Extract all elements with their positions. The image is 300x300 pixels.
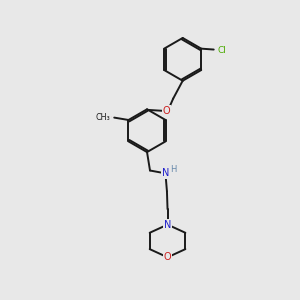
Text: Cl: Cl <box>217 46 226 55</box>
Text: O: O <box>163 106 170 116</box>
Text: CH₃: CH₃ <box>96 113 110 122</box>
Text: O: O <box>103 112 111 123</box>
Text: H: H <box>171 165 177 174</box>
Text: N: N <box>162 169 169 178</box>
Text: O: O <box>164 252 171 262</box>
Text: N: N <box>164 220 171 230</box>
